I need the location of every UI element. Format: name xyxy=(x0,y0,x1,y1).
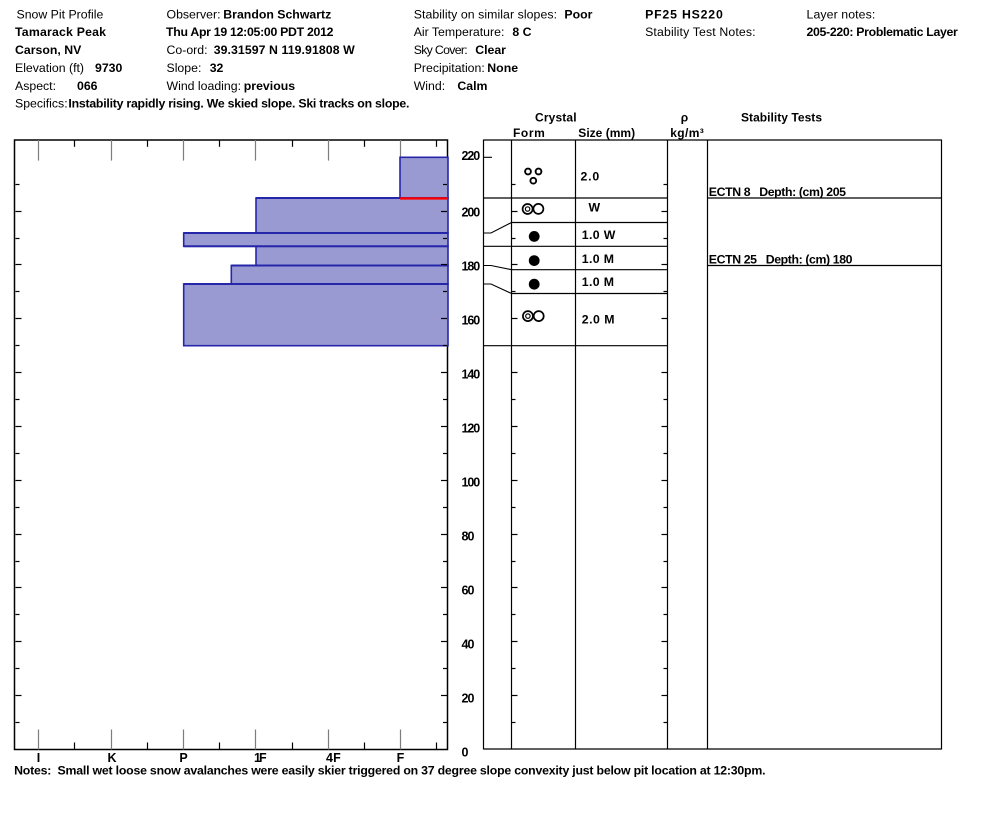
svg-text:Clear: Clear xyxy=(475,43,506,57)
svg-text:180: 180 xyxy=(462,260,481,274)
svg-text:P: P xyxy=(179,751,187,765)
svg-text:Co-ord:: Co-ord: xyxy=(167,43,208,57)
svg-text:140: 140 xyxy=(462,368,481,382)
svg-text:60: 60 xyxy=(462,584,475,598)
svg-text:Stability Test Notes:: Stability Test Notes: xyxy=(645,25,756,39)
svg-text:205-220: Problematic Layer: 205-220: Problematic Layer xyxy=(807,25,959,39)
svg-text:Specifics:: Specifics: xyxy=(15,97,68,111)
svg-text:40: 40 xyxy=(462,638,475,652)
svg-text:Stability on similar slopes:: Stability on similar slopes: xyxy=(414,7,557,21)
svg-text:kg/m³: kg/m³ xyxy=(670,126,704,140)
svg-text:2.0: 2.0 xyxy=(581,170,600,184)
svg-text:4F: 4F xyxy=(326,751,341,765)
svg-text:1.0 M: 1.0 M xyxy=(582,275,614,289)
svg-text:80: 80 xyxy=(462,530,475,544)
svg-text:1F: 1F xyxy=(254,751,267,765)
svg-text:1.0 W: 1.0 W xyxy=(582,228,616,242)
svg-text:Layer notes:: Layer notes: xyxy=(807,7,876,21)
svg-text:100: 100 xyxy=(462,476,481,490)
svg-text:9730: 9730 xyxy=(95,61,123,75)
svg-text:Tamarack Peak: Tamarack Peak xyxy=(15,25,106,39)
svg-text:1.0 M: 1.0 M xyxy=(582,252,614,266)
svg-text:Observer:: Observer: xyxy=(167,7,221,21)
svg-text:Instability rapidly rising. We: Instability rapidly rising. We skied slo… xyxy=(68,97,409,111)
svg-text:F: F xyxy=(397,751,405,765)
svg-text:I: I xyxy=(37,751,40,765)
svg-text:Size (mm): Size (mm) xyxy=(578,126,635,140)
svg-text:39.31597 N 119.91808 W: 39.31597 N 119.91808 W xyxy=(214,43,355,57)
svg-text:Notes: Small wet loose snow a: Notes: Small wet loose snow avalanches w… xyxy=(14,764,765,778)
svg-text:Slope:: Slope: xyxy=(167,61,202,75)
svg-text:previous: previous xyxy=(244,79,295,93)
svg-text:K: K xyxy=(107,751,116,765)
svg-text:Air Temperature:: Air Temperature: xyxy=(414,25,505,39)
svg-text:Form: Form xyxy=(513,126,545,140)
svg-text:220: 220 xyxy=(462,149,481,163)
svg-text:Wind:: Wind: xyxy=(414,79,445,93)
svg-text:160: 160 xyxy=(462,314,481,328)
svg-text:ECTN 25 Depth: (cm) 180: ECTN 25 Depth: (cm) 180 xyxy=(709,253,853,267)
svg-text:8 C: 8 C xyxy=(512,25,531,39)
svg-text:ECTN 8 Depth: (cm) 205: ECTN 8 Depth: (cm) 205 xyxy=(709,185,846,199)
svg-text:120: 120 xyxy=(462,422,481,436)
svg-text:Calm: Calm xyxy=(457,79,487,93)
svg-text:0: 0 xyxy=(462,746,469,760)
svg-text:ρ: ρ xyxy=(681,111,688,125)
svg-text:Precipitation:: Precipitation: xyxy=(414,61,485,75)
svg-text:Snow Pit Profile: Snow Pit Profile xyxy=(17,7,104,21)
svg-text:Aspect:: Aspect: xyxy=(15,79,56,93)
svg-text:Stability Tests: Stability Tests xyxy=(741,111,822,125)
svg-text:Thu Apr 19 12:05:00 PDT 2012: Thu Apr 19 12:05:00 PDT 2012 xyxy=(166,25,334,39)
svg-text:Sky Cover:: Sky Cover: xyxy=(414,43,468,57)
svg-text:None: None xyxy=(487,61,518,75)
svg-text:Elevation (ft): Elevation (ft) xyxy=(15,61,84,75)
svg-text:W: W xyxy=(589,200,601,214)
svg-text:32: 32 xyxy=(210,61,224,75)
svg-text:2.0 M: 2.0 M xyxy=(582,313,615,327)
svg-text:20: 20 xyxy=(462,692,475,706)
svg-text:Brandon Schwartz: Brandon Schwartz xyxy=(223,7,331,21)
svg-text:Poor: Poor xyxy=(564,7,592,21)
svg-text:Wind loading:: Wind loading: xyxy=(167,79,242,93)
svg-text:200: 200 xyxy=(462,206,481,220)
svg-text:PF25 HS220: PF25 HS220 xyxy=(645,7,723,21)
svg-text:Carson, NV: Carson, NV xyxy=(15,43,82,57)
svg-text:Crystal: Crystal xyxy=(535,111,577,125)
svg-text:066: 066 xyxy=(77,79,98,93)
